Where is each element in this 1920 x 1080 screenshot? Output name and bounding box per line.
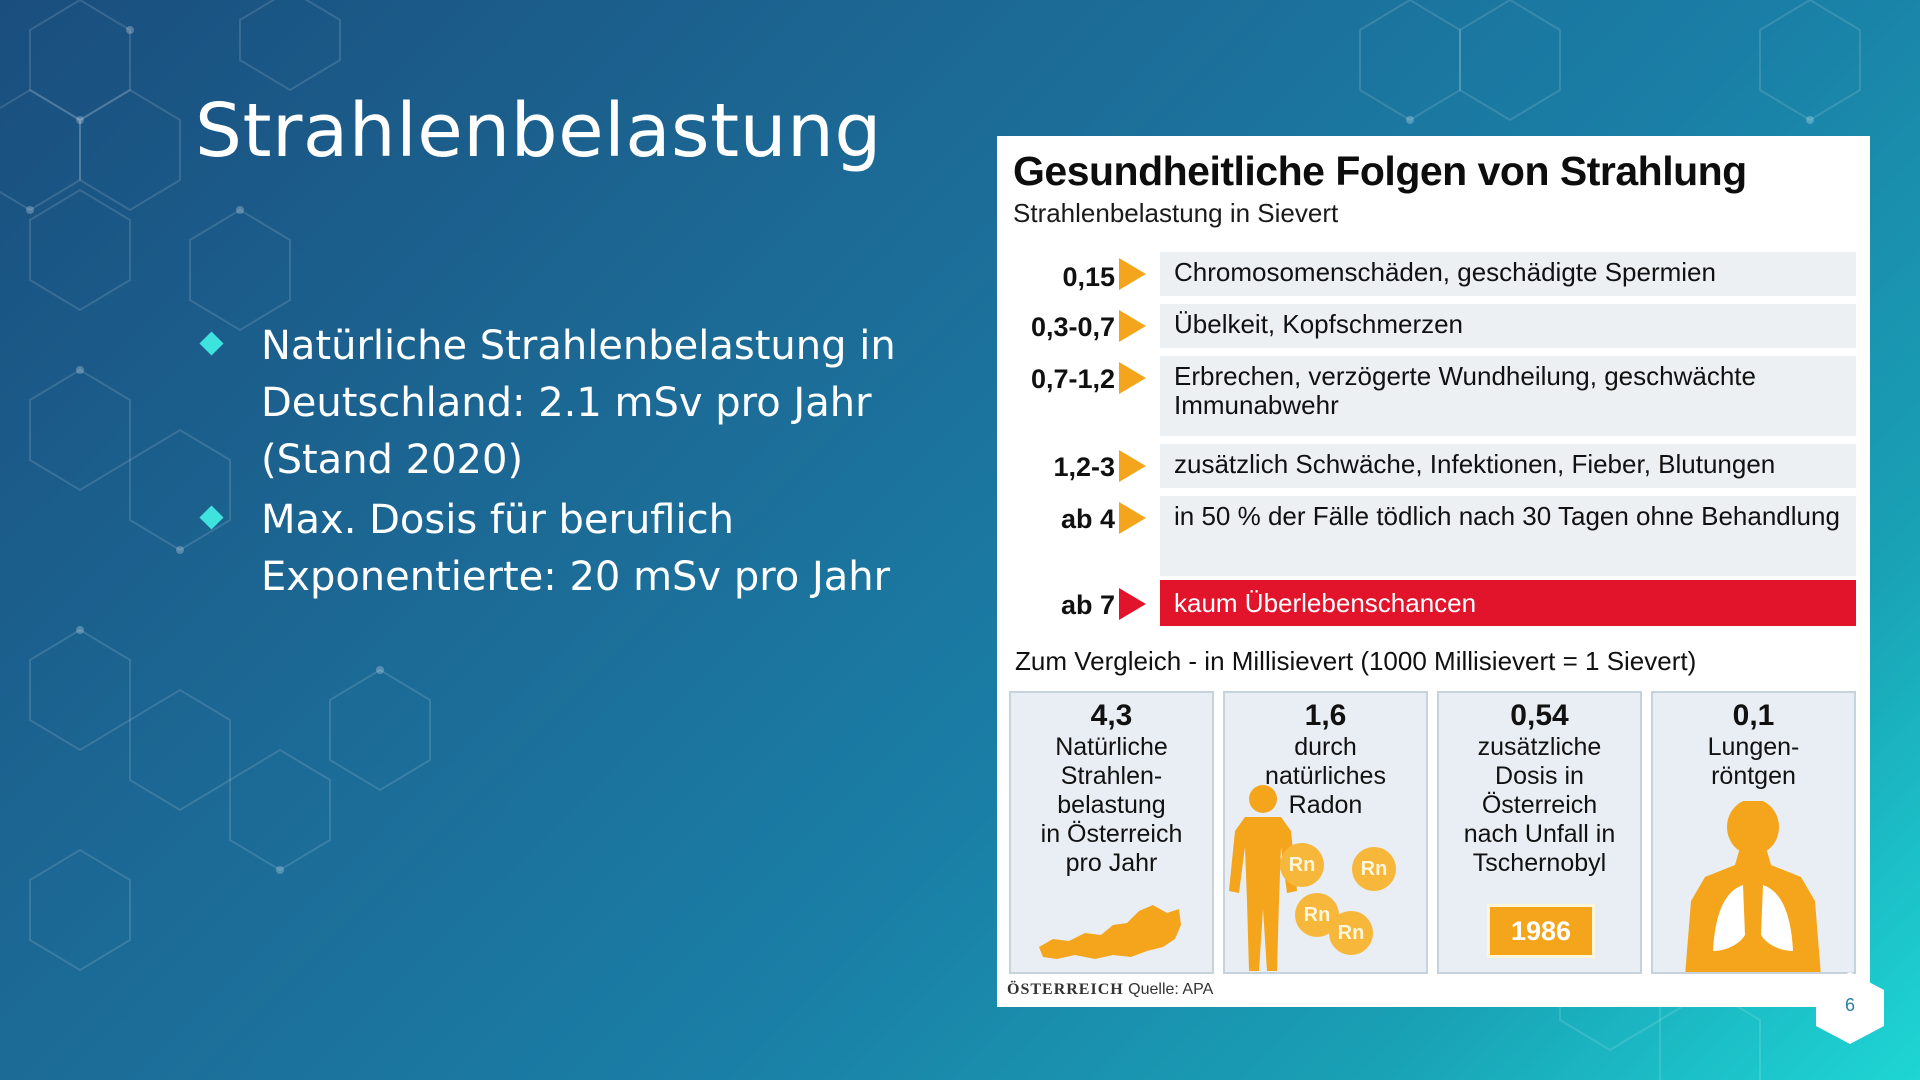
dose-effect: zusätzlich Schwäche, Infektionen, Fieber…	[1160, 444, 1856, 488]
infographic-footer: ÖSTERREICH Quelle: APA	[1007, 981, 1213, 999]
year-badge: 1986	[1487, 904, 1595, 958]
page-number-badge: 6	[1816, 972, 1884, 1044]
footer-brand: ÖSTERREICH	[1007, 981, 1124, 998]
radon-atom-icon: Rn	[1329, 911, 1373, 955]
dose-value: 0,3-0,7	[1030, 312, 1115, 342]
radiation-infographic: Gesundheitliche Folgen von Strahlung Str…	[997, 136, 1870, 1007]
arrow-icon	[1119, 502, 1146, 534]
radon-atom-icon: Rn	[1352, 847, 1396, 891]
comparison-card: 0,54 zusätzliche Dosis in Österreich nac…	[1437, 691, 1642, 974]
austria-map-icon	[1039, 905, 1181, 959]
diamond-bullet-icon	[199, 331, 224, 356]
comparison-text: durch natürliches Radon	[1265, 733, 1386, 819]
human-figure-icon	[1229, 785, 1297, 971]
dose-value: 1,2-3	[1053, 452, 1115, 482]
comparison-value: 0,1	[1732, 699, 1775, 732]
comparison-value: 1,6	[1304, 699, 1347, 732]
bullet-item: Max. Dosis für beruflich Exponentierte: …	[195, 492, 915, 606]
footer-source: Quelle: APA	[1128, 981, 1214, 998]
comparison-value: 4,3	[1090, 699, 1133, 732]
arrow-icon	[1119, 450, 1146, 482]
dose-value: 0,15	[1062, 262, 1115, 292]
dose-value: 0,7-1,2	[1030, 364, 1115, 394]
dose-effect-highlight: kaum Überlebenschancen	[1160, 580, 1856, 626]
comparison-card: 0,1 Lungen- röntgen	[1651, 691, 1856, 974]
infographic-title: Gesundheitliche Folgen von Strahlung	[1013, 148, 1747, 194]
dose-value: ab 4	[1060, 504, 1115, 534]
bullet-text: Max. Dosis für beruflich Exponentierte: …	[261, 497, 891, 600]
comparison-text: Lungen- röntgen	[1707, 733, 1800, 790]
bullet-text: Natürliche Strahlenbelastung in Deutschl…	[261, 323, 896, 483]
arrow-icon	[1119, 258, 1146, 290]
comparison-heading: Zum Vergleich - in Millisievert (1000 Mi…	[1015, 646, 1697, 676]
arrow-icon	[1119, 310, 1146, 342]
arrow-icon	[1119, 362, 1146, 394]
dose-value: ab 7	[1060, 590, 1115, 620]
dose-effect: Übelkeit, Kopfschmerzen	[1160, 304, 1856, 348]
comparison-value: 0,54	[1510, 699, 1569, 732]
comparison-card: 1,6 durch natürliches Radon Rn Rn Rn Rn	[1223, 691, 1428, 974]
radon-atom-icon: Rn	[1280, 843, 1324, 887]
lung-xray-icon	[1685, 801, 1821, 972]
bullet-list: Natürliche Strahlenbelastung in Deutschl…	[195, 318, 915, 609]
infographic-subtitle: Strahlenbelastung in Sievert	[1013, 198, 1339, 228]
red-arrow-icon	[1119, 588, 1146, 620]
page-number: 6	[1845, 995, 1855, 1015]
dose-effect: Chromosomenschäden, geschädigte Spermien	[1160, 252, 1856, 296]
comparison-text: Natürliche Strahlen- belastung in Österr…	[1040, 733, 1183, 877]
dose-effect: Erbrechen, verzögerte Wundheilung, gesch…	[1160, 356, 1856, 436]
dose-effect: in 50 % der Fälle tödlich nach 30 Tagen …	[1160, 496, 1856, 576]
comparison-card: 4,3 Natürliche Strahlen- belastung in Ös…	[1009, 691, 1214, 974]
diamond-bullet-icon	[199, 505, 224, 530]
slide-title: Strahlenbelastung	[195, 88, 882, 174]
comparison-text: zusätzliche Dosis in Österreich nach Unf…	[1463, 733, 1616, 877]
bullet-item: Natürliche Strahlenbelastung in Deutschl…	[195, 318, 915, 489]
